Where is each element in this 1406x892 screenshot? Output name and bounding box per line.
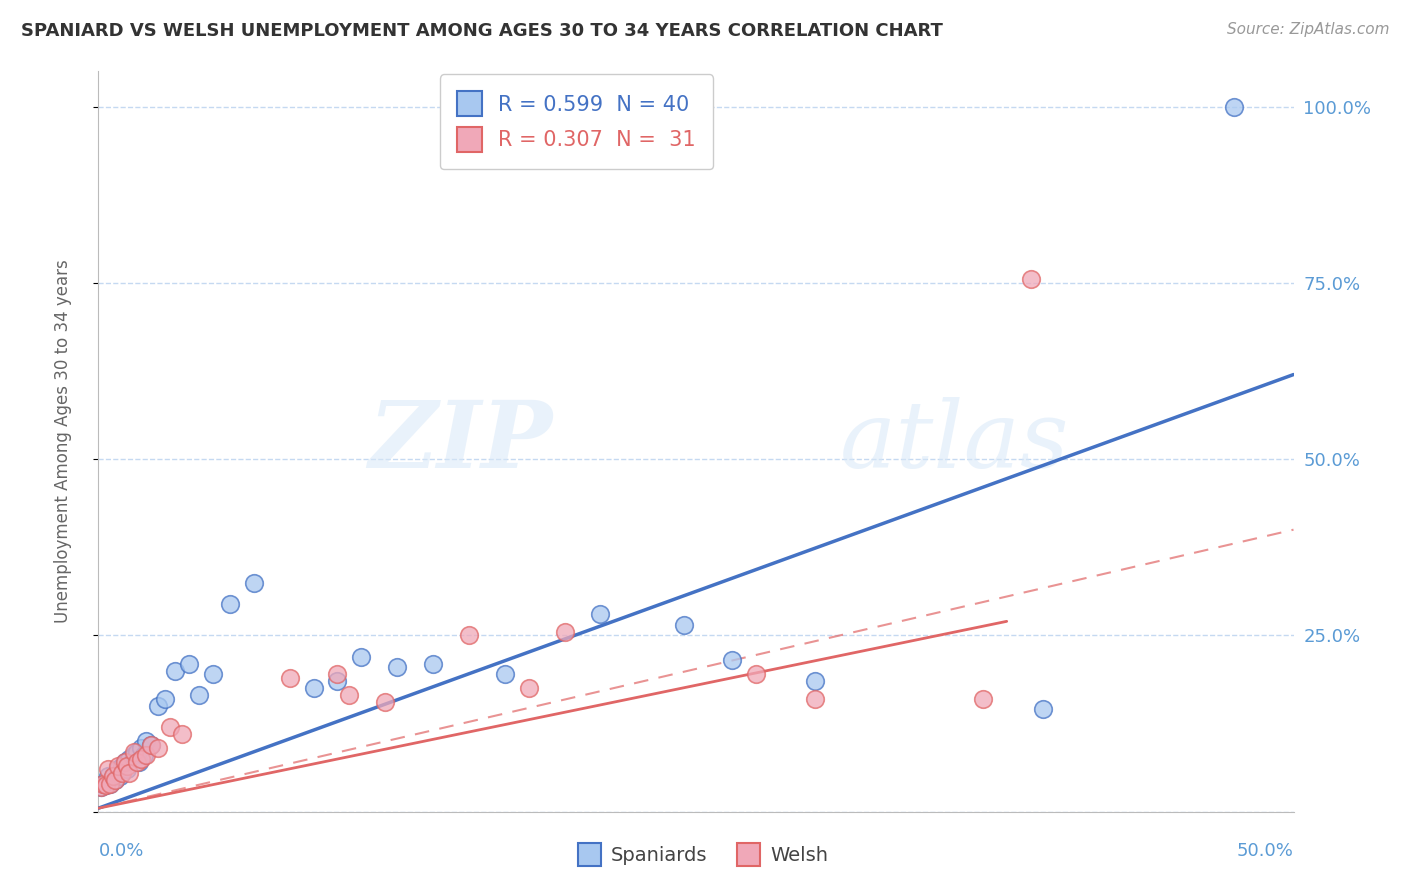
Point (124, 745, 146, 759)
Point (1223, 100, 1246, 114)
Point (673, 618, 696, 632)
Point (187, 689, 209, 703)
Point (118, 752, 141, 766)
Point (159, 720, 181, 734)
Point (115, 763, 138, 777)
Legend: Spaniards, Welsh: Spaniards, Welsh (571, 835, 835, 873)
Point (131, 752, 153, 766)
Point (101, 769, 124, 783)
Point (517, 681, 540, 696)
Point (118, 766, 141, 780)
Point (243, 575, 266, 590)
Point (94, 778, 117, 792)
Point (97, 769, 120, 783)
Point (374, 695, 396, 709)
Point (1019, 272, 1042, 286)
Point (104, 772, 127, 787)
Point (135, 748, 157, 763)
Point (326, 667, 349, 681)
Point (139, 738, 162, 752)
Point (107, 763, 129, 777)
Point (554, 624, 576, 639)
Point (422, 657, 444, 671)
Point (458, 628, 481, 642)
Text: ZIP: ZIP (368, 397, 553, 486)
Point (155, 692, 177, 706)
Text: Source: ZipAtlas.com: Source: ZipAtlas.com (1226, 22, 1389, 37)
Point (114, 756, 136, 770)
Point (97, 763, 120, 777)
Point (90, 780, 112, 794)
Point (132, 748, 155, 763)
Point (101, 769, 124, 783)
Point (148, 741, 170, 756)
Point (219, 597, 242, 611)
Point (128, 756, 150, 770)
Point (108, 769, 131, 783)
Point (94, 778, 117, 792)
Point (804, 674, 827, 689)
Point (91, 776, 114, 790)
Point (494, 667, 516, 681)
Point (111, 759, 134, 773)
Text: 50.0%: 50.0% (1237, 842, 1294, 860)
Point (90, 780, 112, 794)
Text: SPANIARD VS WELSH UNEMPLOYMENT AMONG AGES 30 TO 34 YEARS CORRELATION CHART: SPANIARD VS WELSH UNEMPLOYMENT AMONG AGE… (21, 22, 943, 40)
Point (114, 756, 136, 770)
Point (972, 692, 994, 706)
Point (148, 698, 170, 713)
Point (91, 776, 114, 790)
Point (339, 689, 361, 703)
Point (139, 738, 162, 752)
Point (107, 759, 129, 773)
Point (302, 681, 325, 696)
Point (721, 653, 744, 667)
Point (131, 741, 153, 756)
Point (115, 759, 138, 773)
Point (172, 727, 194, 741)
Legend: R = 0.599  N = 40, R = 0.307  N =  31: R = 0.599 N = 40, R = 0.307 N = 31 (440, 74, 713, 169)
Point (179, 657, 201, 671)
Point (125, 756, 148, 770)
Point (326, 674, 349, 689)
Point (745, 667, 768, 681)
Point (385, 660, 409, 674)
Point (124, 748, 146, 763)
Text: atlas: atlas (839, 397, 1069, 486)
Point (104, 772, 127, 787)
Point (589, 607, 612, 622)
Y-axis label: Unemployment Among Ages 30 to 34 years: Unemployment Among Ages 30 to 34 years (53, 260, 72, 624)
Text: 0.0%: 0.0% (98, 842, 143, 860)
Point (98, 776, 122, 790)
Point (350, 649, 373, 664)
Point (135, 734, 157, 748)
Point (98, 776, 122, 790)
Point (202, 667, 225, 681)
Point (804, 692, 827, 706)
Point (278, 671, 301, 685)
Point (1032, 702, 1054, 716)
Point (163, 664, 186, 678)
Point (111, 766, 134, 780)
Point (125, 745, 148, 759)
